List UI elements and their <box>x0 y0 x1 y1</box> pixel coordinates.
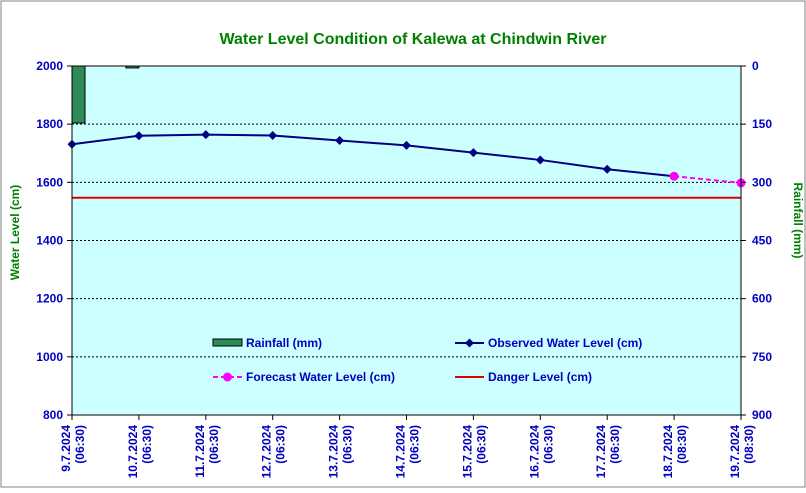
x-tick-label: 12.7.2024 (06:30) <box>260 425 288 479</box>
axes: 800 1000 1200 1400 1600 1800 2000 0 150 300 450 600… <box>8 59 805 478</box>
x-tick-time: (06:30) <box>408 425 422 464</box>
x-tick-time: (06:30) <box>140 425 154 464</box>
x-tick-date: 17.7.2024 <box>594 425 608 479</box>
right-tick-label: 450 <box>752 234 772 248</box>
left-tick-label: 1400 <box>36 234 63 248</box>
left-tick-label: 1200 <box>36 292 63 306</box>
left-tick-label: 1000 <box>36 350 63 364</box>
gridlines <box>72 65 741 358</box>
x-tick-time: (08:30) <box>675 425 689 464</box>
legend-label: Forecast Water Level (cm) <box>246 370 395 384</box>
x-tick-date: 19.7.2024 <box>728 425 742 479</box>
x-tick-label: 17.7.2024 (06:30) <box>594 425 622 479</box>
right-tick-label: 150 <box>752 117 772 131</box>
x-tick-date: 10.7.2024 <box>126 425 140 479</box>
legend-label: Rainfall (mm) <box>246 336 322 350</box>
x-tick-label: 15.7.2024 (06:30) <box>460 425 488 479</box>
left-tick-label: 1800 <box>36 117 63 131</box>
right-tick-label: 300 <box>752 175 772 189</box>
x-tick-date: 18.7.2024 <box>661 425 675 479</box>
left-tick-label: 2000 <box>36 59 63 73</box>
observed-point <box>535 155 545 165</box>
series-lines <box>67 130 746 199</box>
x-tick-label: 14.7.2024 (06:30) <box>394 425 422 479</box>
legend-label: Danger Level (cm) <box>488 370 592 384</box>
x-tick-date: 15.7.2024 <box>460 425 474 479</box>
x-tick-label: 9.7.2024 (06:30) <box>59 425 87 472</box>
x-tick-date: 12.7.2024 <box>260 425 274 479</box>
x-tick-date: 14.7.2024 <box>394 425 408 479</box>
x-tick-time: (08:30) <box>742 425 756 464</box>
x-tick-time: (06:30) <box>73 425 87 464</box>
x-tick-time: (06:30) <box>608 425 622 464</box>
x-tick-label: 18.7.2024 (08:30) <box>661 425 689 479</box>
legend-forecast-marker <box>223 372 232 382</box>
x-tick-date: 16.7.2024 <box>527 425 541 479</box>
x-tick-label: 11.7.2024 (06:30) <box>193 425 221 478</box>
x-tick-time: (06:30) <box>474 425 488 464</box>
x-tick-date: 9.7.2024 <box>59 425 73 472</box>
chart-title: Water Level Condition of Kalewa at Chind… <box>219 31 606 48</box>
right-tick-label: 900 <box>752 408 772 422</box>
x-tick-label: 10.7.2024 (06:30) <box>126 425 154 479</box>
legend-observed-marker <box>465 338 474 348</box>
legend-label: Observed Water Level (cm) <box>488 336 642 350</box>
right-tick-label: 750 <box>752 350 772 364</box>
y2-axis-title: Rainfall (mm) <box>791 182 805 258</box>
x-tick-time: (06:30) <box>541 425 555 464</box>
x-tick-label: 13.7.2024 (06:30) <box>327 425 355 479</box>
x-tick-label: 16.7.2024 (06:30) <box>527 425 555 479</box>
x-tick-date: 11.7.2024 <box>193 425 207 478</box>
observed-point <box>268 131 278 141</box>
rainfall-bar <box>71 65 86 124</box>
observed-point <box>134 131 144 141</box>
observed-point <box>602 164 612 174</box>
observed-point <box>468 148 478 158</box>
right-tick-label: 600 <box>752 292 772 306</box>
observed-water-level-line <box>71 133 675 178</box>
observed-point <box>402 140 411 150</box>
rainfall-bar <box>125 65 140 69</box>
x-tick-time: (06:30) <box>341 425 355 464</box>
legend-rainfall-swatch <box>212 338 243 347</box>
left-tick-label: 800 <box>43 408 63 422</box>
observed-point <box>201 130 211 140</box>
left-tick-label: 1600 <box>36 175 63 189</box>
y-axis-title: Water Level (cm) <box>8 185 22 281</box>
x-tick-time: (06:30) <box>207 425 221 464</box>
forecast-water-level-line <box>674 175 742 184</box>
x-tick-time: (06:30) <box>274 425 288 464</box>
x-tick-date: 13.7.2024 <box>327 425 341 479</box>
observed-point <box>335 135 345 145</box>
x-tick-label: 19.7.2024 (08:30) <box>728 425 756 479</box>
right-tick-label: 0 <box>752 59 759 73</box>
forecast-point <box>669 171 679 181</box>
legend: Rainfall (mm) Observed Water Level (cm) Fo… <box>212 336 642 384</box>
